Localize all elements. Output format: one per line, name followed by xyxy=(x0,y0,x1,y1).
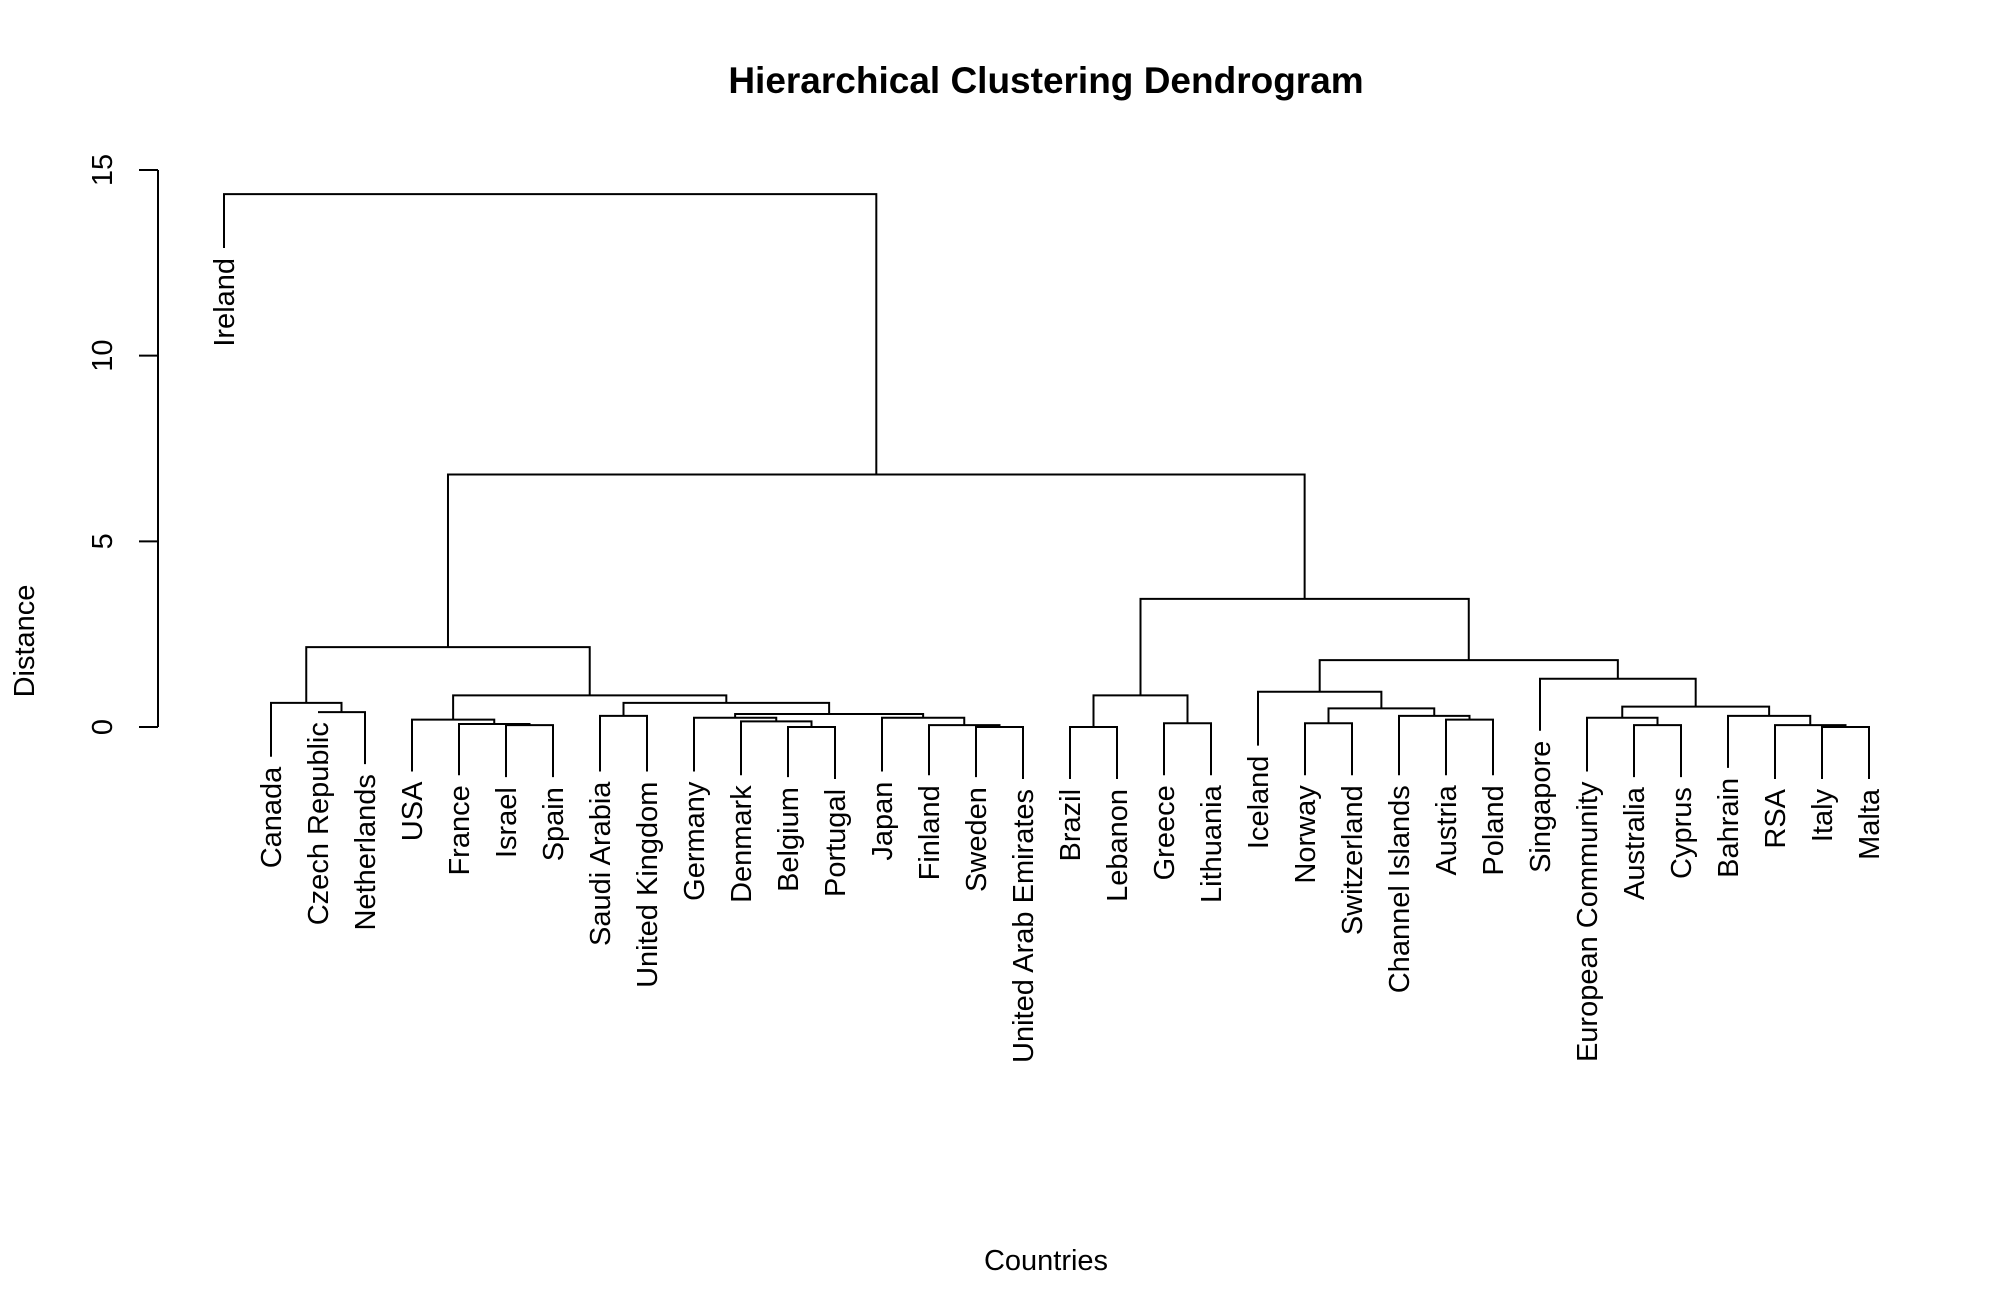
dendrogram-link xyxy=(1092,694,1189,727)
dendrogram-link xyxy=(1774,724,1847,779)
leaf-label: Spain xyxy=(538,787,570,861)
dendrogram-link xyxy=(446,473,1306,648)
leaf-label: United Kingdom xyxy=(632,782,664,988)
leaf-label: Norway xyxy=(1290,785,1322,884)
leaf-label: Malta xyxy=(1854,788,1886,860)
leaf-label: Bahrain xyxy=(1713,778,1745,878)
leaf-label: Poland xyxy=(1478,785,1510,875)
leaf-labels: Ireland Canada Czech Republic Netherlands US… xyxy=(209,258,1886,1063)
dendrogram-link xyxy=(1821,726,1870,779)
dendrogram-link xyxy=(318,711,366,765)
leaf-label: Greece xyxy=(1149,785,1181,880)
dendrogram-link xyxy=(1539,677,1697,731)
leaf-label: Brazil xyxy=(1055,789,1087,862)
dendrogram-link xyxy=(1621,705,1771,718)
dendrogram-link xyxy=(1304,722,1353,776)
dendrogram-link xyxy=(1163,722,1212,776)
dendrogram-link xyxy=(1069,726,1118,779)
leaf-label: Germany xyxy=(679,781,711,901)
leaf-label: France xyxy=(444,785,476,875)
leaf-label: Netherlands xyxy=(350,774,382,930)
dendrogram-link xyxy=(1318,659,1619,692)
leaf-label: Singapore xyxy=(1525,741,1557,873)
dendrogram-link xyxy=(411,718,496,772)
dendrogram-link xyxy=(1139,597,1470,696)
y-axis-label: Distance xyxy=(9,585,41,698)
leaf-label: RSA xyxy=(1760,788,1792,848)
y-tick-label: 15 xyxy=(87,154,119,186)
leaf-label: Channel Islands xyxy=(1384,785,1416,993)
y-axis: 0 5 10 15 xyxy=(87,154,159,735)
leaf-label: Finland xyxy=(914,785,946,880)
leaf-label: United Arab Emirates xyxy=(1008,789,1040,1063)
leaf-label: Saudi Arabia xyxy=(585,781,617,946)
leaf-label: Lebanon xyxy=(1102,789,1134,902)
leaf-label: Portugal xyxy=(820,789,852,897)
leaf-label: Czech Republic xyxy=(303,722,335,925)
leaf-label: Italy xyxy=(1807,788,1839,842)
dendrogram-link xyxy=(787,726,836,779)
dendrogram-link xyxy=(975,726,1024,779)
leaf-label: Switzerland xyxy=(1337,785,1369,935)
leaf-label: Belgium xyxy=(773,787,805,892)
dendrogram-link xyxy=(1398,714,1471,776)
dendrogram-link xyxy=(693,716,778,772)
y-tick-label: 5 xyxy=(87,533,119,549)
dendrogram-link xyxy=(1586,716,1659,772)
leaf-label: Denmark xyxy=(726,785,758,903)
leaf-label: Cyprus xyxy=(1666,787,1698,879)
dendrogram-link xyxy=(599,714,648,772)
dendrogram-links xyxy=(223,193,1870,779)
leaf-label: USA xyxy=(397,781,429,841)
dendrogram-link xyxy=(1727,714,1812,768)
y-tick-label: 0 xyxy=(87,719,119,735)
leaf-label: Canada xyxy=(256,766,288,868)
leaf-label: Sweden xyxy=(961,787,993,892)
leaf-label: European Community xyxy=(1572,781,1604,1062)
dendrogram-link xyxy=(505,724,554,778)
dendrogram-link xyxy=(458,723,531,776)
leaf-label: Lithuania xyxy=(1196,784,1228,903)
chart-title: Hierarchical Clustering Dendrogram xyxy=(728,60,1363,101)
dendrogram-link xyxy=(740,720,813,776)
x-axis-label: Countries xyxy=(984,1245,1108,1277)
leaf-label: Australia xyxy=(1619,786,1651,900)
leaf-label: Austria xyxy=(1431,784,1463,875)
dendrogram-link xyxy=(1633,724,1682,778)
dendrogram-link xyxy=(223,193,878,475)
leaf-label: Japan xyxy=(867,782,899,861)
dendrogram-link xyxy=(881,716,966,772)
leaf-label: Israel xyxy=(491,787,523,858)
dendrogram-link xyxy=(1257,690,1383,746)
dendrogram-link xyxy=(1445,718,1494,776)
dendrogram-link xyxy=(928,724,1001,776)
y-tick-label: 10 xyxy=(87,340,119,372)
leaf-label: Iceland xyxy=(1243,756,1275,850)
leaf-label: Ireland xyxy=(209,258,241,347)
dendrogram-link xyxy=(452,694,728,720)
